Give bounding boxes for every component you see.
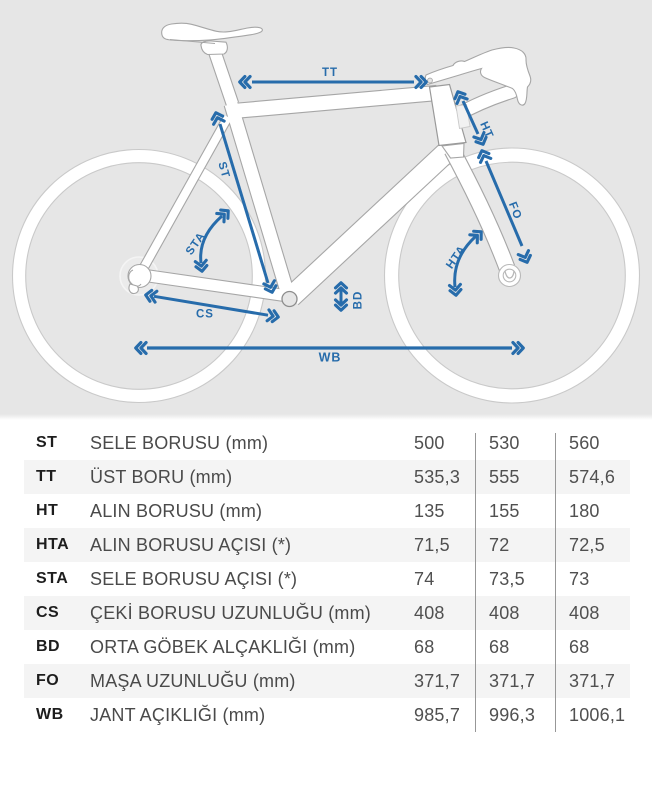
- svg-text:WB: WB: [319, 351, 342, 365]
- svg-text:ST: ST: [215, 160, 231, 179]
- svg-text:TT: TT: [322, 67, 338, 79]
- svg-text:BD: BD: [353, 291, 365, 310]
- svg-text:CS: CS: [196, 309, 214, 321]
